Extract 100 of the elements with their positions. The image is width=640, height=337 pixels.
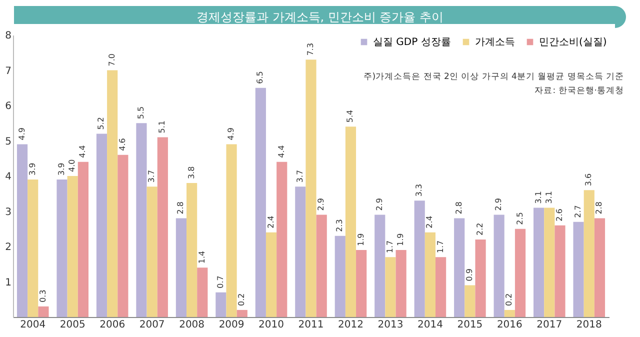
legend-label: 실질 GDP 성장률 [373, 37, 451, 48]
data-label: 4.6 [118, 138, 127, 151]
bar [316, 214, 327, 317]
bar [216, 292, 226, 317]
data-label: 4.9 [226, 128, 236, 140]
bar [226, 144, 237, 317]
bar [197, 268, 208, 317]
data-label: 0.9 [464, 268, 474, 282]
annotation: 자료: 한국은행·통계청 [534, 85, 624, 98]
bar [67, 176, 78, 317]
data-label: 1.4 [197, 250, 206, 264]
data-label: 2.7 [574, 205, 583, 218]
bar [16, 144, 28, 317]
bar [56, 180, 68, 317]
bar [176, 218, 186, 317]
data-label: 3.1 [534, 190, 543, 204]
y-tick-label: 2 [5, 242, 12, 253]
data-label: 3.3 [414, 184, 424, 197]
y-tick-label: 6 [5, 101, 12, 112]
data-label: 2.6 [554, 208, 564, 222]
bar [186, 183, 198, 317]
data-label: 2.9 [494, 198, 504, 211]
x-tick-label: 2012 [338, 320, 364, 330]
bar [266, 232, 277, 317]
data-label: 1.7 [385, 240, 394, 254]
legend-label: 민간소비(실질) [539, 37, 607, 48]
bar [107, 70, 118, 317]
bar [534, 208, 544, 317]
data-label: 4.4 [78, 145, 88, 158]
data-label: 0.7 [216, 276, 225, 288]
data-label: 3.7 [295, 170, 304, 183]
bar [424, 232, 436, 317]
data-label: 3.8 [186, 166, 196, 180]
data-label: 2.8 [594, 202, 604, 214]
data-label: 3.9 [28, 162, 37, 176]
bar [136, 123, 147, 317]
data-label: 2.8 [176, 202, 186, 214]
x-tick-label: 2010 [258, 320, 284, 330]
y-tick-label: 1 [5, 277, 12, 288]
bar [146, 186, 158, 317]
bar [573, 222, 584, 317]
bar [157, 137, 168, 317]
data-label: 1.9 [396, 233, 406, 246]
data-label: 4.9 [17, 128, 26, 140]
bar [345, 126, 356, 317]
data-label: 0.2 [504, 293, 514, 306]
annotation: 주)가계소득은 전국 2인 이상 가구의 4분기 월평균 명목소득 기준 [363, 71, 624, 84]
x-tick-label: 2011 [298, 320, 324, 330]
x-tick-label: 2009 [218, 320, 244, 330]
bar [494, 214, 504, 317]
data-label: 1.9 [356, 233, 366, 246]
bar [334, 236, 346, 317]
bar [454, 218, 465, 317]
data-label: 2.4 [266, 216, 276, 228]
bar [255, 88, 266, 317]
bar [295, 186, 306, 317]
data-label: 5.1 [158, 120, 167, 134]
y-tick-label: 3 [5, 206, 12, 218]
data-label: 3.9 [57, 162, 66, 176]
bar [464, 285, 476, 317]
y-tick-label: 4 [5, 172, 12, 182]
data-label: 2.2 [476, 222, 485, 236]
data-label: 2.8 [454, 202, 464, 214]
data-label: 5.5 [136, 106, 146, 120]
x-tick-label: 2017 [536, 320, 562, 330]
data-label: 4.4 [276, 145, 286, 158]
bar [396, 250, 406, 317]
bar [78, 162, 88, 317]
bar [436, 257, 446, 317]
x-tick-label: 2005 [60, 320, 86, 330]
data-label: 5.2 [96, 116, 106, 130]
bar [38, 306, 49, 317]
bar [236, 310, 248, 317]
bar [356, 250, 367, 317]
data-label: 1.7 [436, 240, 445, 254]
data-label: 2.9 [316, 198, 326, 211]
bar [544, 208, 555, 317]
bar [475, 239, 486, 317]
x-tick-label: 2008 [179, 320, 205, 330]
y-tick-label: 7 [5, 66, 12, 77]
x-tick-label: 2018 [576, 320, 602, 330]
bar [118, 154, 128, 317]
bar [28, 180, 38, 317]
x-tick-label: 2004 [20, 320, 46, 330]
y-tick-label: 8 [5, 30, 12, 42]
data-label: 5.4 [346, 110, 355, 123]
bar [276, 162, 288, 317]
data-label: 6.5 [256, 71, 265, 84]
data-label: 3.7 [147, 170, 156, 183]
y-tick-label: 5 [5, 136, 12, 148]
data-label: 2.9 [374, 198, 384, 211]
data-label: 2.5 [515, 212, 524, 225]
x-tick-label: 2014 [417, 320, 443, 330]
legend-label: 가계소득 [475, 37, 515, 48]
data-label: 7.0 [107, 54, 116, 66]
data-label: 0.2 [237, 293, 246, 306]
x-tick-label: 2013 [378, 320, 404, 330]
bar [514, 228, 526, 317]
data-label: 3.6 [584, 173, 594, 186]
data-label: 2.4 [425, 216, 434, 228]
